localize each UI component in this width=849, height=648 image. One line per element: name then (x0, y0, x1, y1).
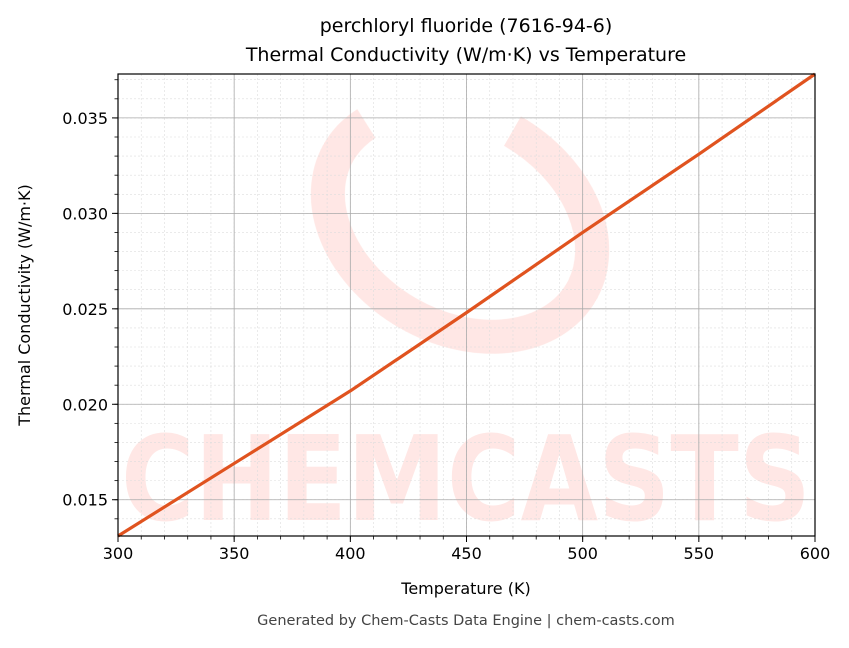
x-tick-label: 300 (103, 544, 134, 563)
y-tick-label: 0.020 (62, 395, 108, 414)
y-tick-label: 0.030 (62, 204, 108, 223)
x-tick-label: 450 (451, 544, 482, 563)
y-tick-label: 0.035 (62, 109, 108, 128)
watermark-logo: CHEMCASTS (121, 90, 811, 548)
chart-subtitle: Thermal Conductivity (W/m·K) vs Temperat… (245, 44, 686, 66)
x-tick-label: 600 (800, 544, 831, 563)
watermark-text: CHEMCASTS (121, 410, 811, 548)
chart-title: perchloryl fluoride (7616-94-6) (320, 15, 613, 37)
x-tick-label: 550 (684, 544, 715, 563)
footer-credit: Generated by Chem-Casts Data Engine | ch… (257, 613, 675, 629)
data-line (117, 72, 816, 538)
x-axis-label: Temperature (K) (400, 579, 530, 598)
plot-frame (117, 73, 816, 537)
y-axis-label: Thermal Conductivity (W/m·K) (15, 184, 34, 427)
x-tick-label: 500 (567, 544, 598, 563)
y-tick-label: 0.025 (62, 300, 108, 319)
x-tick-label: 400 (335, 544, 366, 563)
y-tick-label: 0.015 (62, 491, 108, 510)
x-tick-label: 350 (219, 544, 250, 563)
